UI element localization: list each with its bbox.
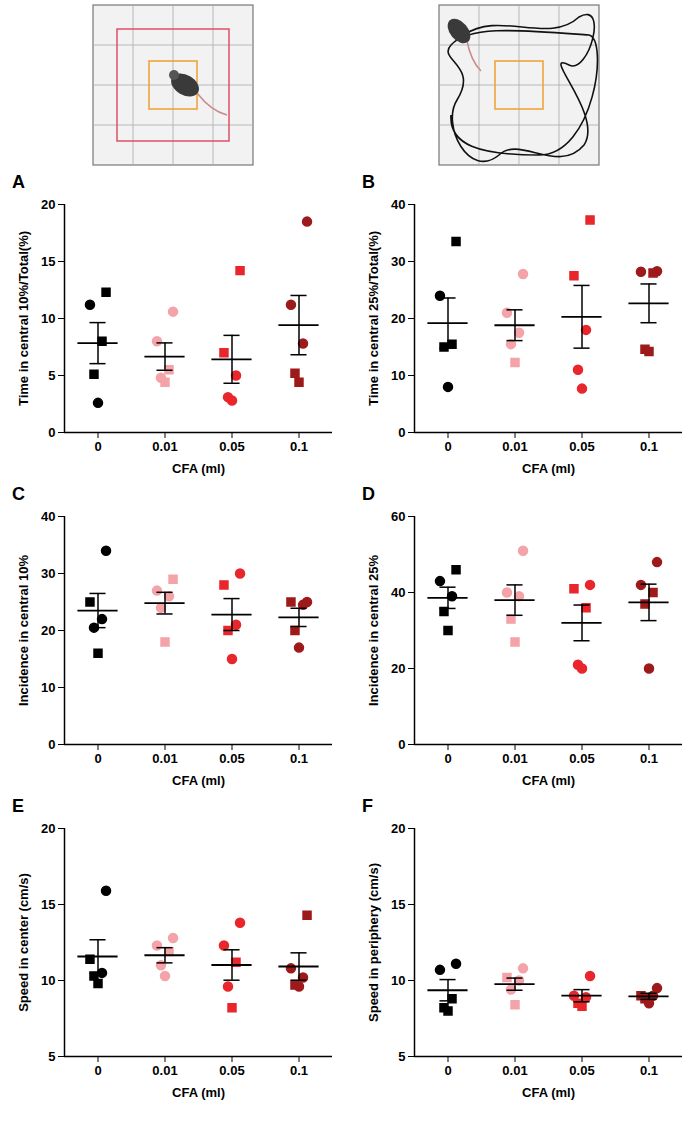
- svg-text:10: 10: [391, 368, 405, 383]
- svg-text:0.05: 0.05: [569, 751, 594, 766]
- svg-text:CFA (ml): CFA (ml): [172, 773, 225, 788]
- svg-text:0.05: 0.05: [219, 439, 244, 454]
- svg-text:0.01: 0.01: [502, 439, 527, 454]
- svg-text:0: 0: [48, 737, 55, 752]
- svg-text:0.01: 0.01: [502, 1063, 527, 1078]
- svg-text:0.05: 0.05: [219, 751, 244, 766]
- svg-text:10: 10: [41, 311, 55, 326]
- html-text:D: D: [362, 484, 375, 504]
- html-text:F: F: [362, 796, 373, 816]
- svg-text:0.01: 0.01: [152, 1063, 177, 1078]
- svg-text:60: 60: [391, 509, 405, 524]
- svg-text:0: 0: [444, 1063, 451, 1078]
- svg-text:5: 5: [48, 368, 55, 383]
- html-text:A: A: [12, 172, 25, 192]
- svg-text:0: 0: [398, 737, 405, 752]
- svg-text:0.01: 0.01: [152, 439, 177, 454]
- html-text:B: B: [362, 172, 375, 192]
- svg-text:0.1: 0.1: [640, 439, 658, 454]
- svg-text:15: 15: [41, 897, 55, 912]
- svg-text:10: 10: [41, 680, 55, 695]
- svg-text:20: 20: [41, 197, 55, 212]
- html-text:E: E: [12, 796, 24, 816]
- svg-text:0: 0: [444, 751, 451, 766]
- svg-text:20: 20: [391, 661, 405, 676]
- svg-text:20: 20: [391, 821, 405, 836]
- svg-text:20: 20: [41, 623, 55, 638]
- svg-text:0.1: 0.1: [640, 1063, 658, 1078]
- svg-text:Time in central 10%/Total(%): Time in central 10%/Total(%): [16, 231, 31, 406]
- svg-text:0.1: 0.1: [640, 751, 658, 766]
- svg-text:0.01: 0.01: [502, 751, 527, 766]
- svg-text:CFA (ml): CFA (ml): [172, 1085, 225, 1100]
- svg-text:20: 20: [41, 821, 55, 836]
- svg-text:15: 15: [41, 254, 55, 269]
- svg-text:10: 10: [41, 973, 55, 988]
- svg-text:CFA (ml): CFA (ml): [172, 461, 225, 476]
- svg-text:0.1: 0.1: [290, 751, 308, 766]
- svg-text:30: 30: [391, 254, 405, 269]
- svg-text:0.05: 0.05: [569, 439, 594, 454]
- svg-text:0: 0: [444, 439, 451, 454]
- svg-text:10: 10: [391, 973, 405, 988]
- svg-text:CFA (ml): CFA (ml): [522, 1085, 575, 1100]
- svg-text:Speed in periphery (cm/s): Speed in periphery (cm/s): [366, 863, 381, 1022]
- svg-text:Time in central 25%/Total(%): Time in central 25%/Total(%): [366, 231, 381, 406]
- svg-text:0: 0: [48, 425, 55, 440]
- svg-text:CFA (ml): CFA (ml): [522, 461, 575, 476]
- svg-text:0: 0: [94, 1063, 101, 1078]
- svg-text:30: 30: [41, 566, 55, 581]
- svg-text:40: 40: [41, 509, 55, 524]
- svg-text:Incidence in central 10%: Incidence in central 10%: [16, 555, 31, 706]
- svg-text:40: 40: [391, 585, 405, 600]
- svg-text:0.1: 0.1: [290, 1063, 308, 1078]
- svg-text:CFA (ml): CFA (ml): [522, 773, 575, 788]
- svg-text:5: 5: [48, 1049, 55, 1064]
- svg-text:0: 0: [94, 751, 101, 766]
- svg-text:40: 40: [391, 197, 405, 212]
- svg-text:0.05: 0.05: [569, 1063, 594, 1078]
- svg-text:0.1: 0.1: [290, 439, 308, 454]
- svg-text:0: 0: [398, 425, 405, 440]
- html-text:C: C: [12, 484, 25, 504]
- svg-text:0.05: 0.05: [219, 1063, 244, 1078]
- svg-text:15: 15: [391, 897, 405, 912]
- svg-text:0.01: 0.01: [152, 751, 177, 766]
- svg-text:0: 0: [94, 439, 101, 454]
- svg-text:5: 5: [398, 1049, 405, 1064]
- svg-text:20: 20: [391, 311, 405, 326]
- svg-text:Speed in center (cm/s): Speed in center (cm/s): [16, 873, 31, 1012]
- svg-text:Incidence in central 25%: Incidence in central 25%: [366, 555, 381, 706]
